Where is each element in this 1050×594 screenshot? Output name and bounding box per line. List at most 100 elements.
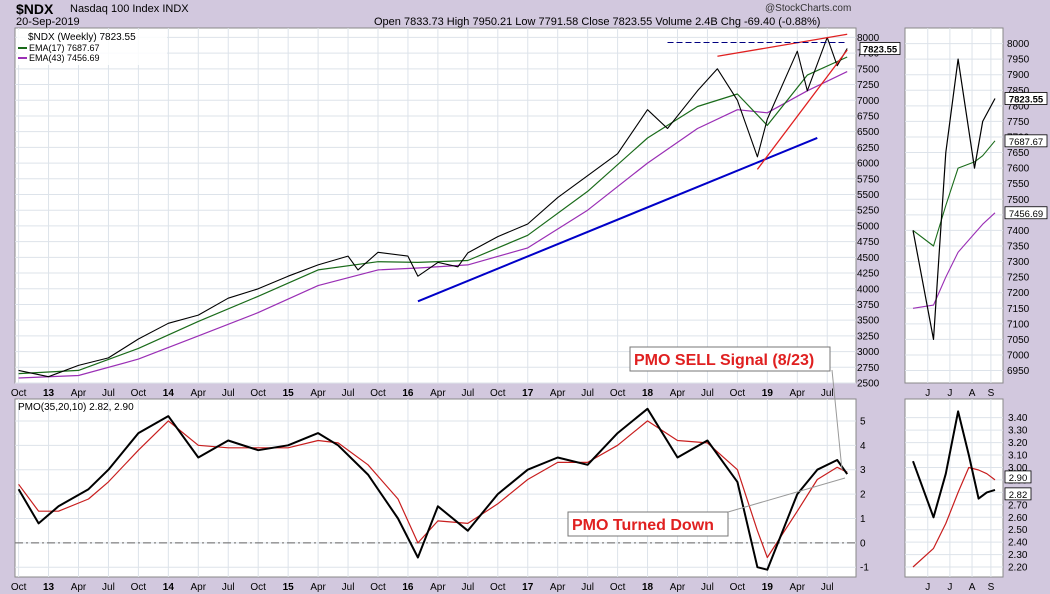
- price-ytick-label: 2750: [857, 363, 880, 374]
- daily-value-label: 7687.67: [1009, 137, 1043, 148]
- daily-ytick-label: 7050: [1007, 335, 1030, 346]
- pmo-xtick-label: Oct: [370, 582, 386, 593]
- daily-ytick-label: 7350: [1007, 241, 1030, 252]
- pmo-xtick-label: Oct: [131, 582, 147, 593]
- pmo-xtick-label: Apr: [71, 582, 87, 593]
- price-ytick-label: 6750: [857, 111, 880, 122]
- daily-ytick-label: 7100: [1007, 319, 1030, 330]
- pmo-xtick-label: Apr: [191, 582, 207, 593]
- price-xtick-label: Jul: [821, 388, 834, 399]
- pmo-xtick-label: Apr: [670, 582, 686, 593]
- legend-price: $NDX (Weekly) 7823.55: [28, 32, 136, 43]
- daily-xtick-label: J: [947, 388, 952, 399]
- pmo-xtick-label: Apr: [790, 582, 806, 593]
- price-ytick-label: 7000: [857, 96, 880, 107]
- daily-pmo-ytick-label: 2.60: [1008, 513, 1028, 524]
- price-xtick-label: Oct: [490, 388, 506, 399]
- pmo-down-callout: PMO Turned Down: [572, 517, 714, 534]
- price-xtick-label: 19: [762, 388, 774, 399]
- price-ytick-label: 6250: [857, 143, 880, 154]
- chart-date: 20-Sep-2019: [16, 16, 80, 28]
- price-line: [18, 36, 848, 378]
- pmo-xtick-label: 17: [522, 582, 534, 593]
- daily-ytick-label: 7500: [1007, 195, 1030, 206]
- price-ytick-label: 3750: [857, 300, 880, 311]
- price-ytick-label: 4250: [857, 269, 880, 280]
- daily-ytick-label: 8000: [1007, 39, 1030, 50]
- price-ytick-label: 5000: [857, 221, 880, 232]
- pmo-xtick-label: Oct: [730, 582, 746, 593]
- price-ytick-label: 8000: [857, 33, 880, 44]
- price-ytick-label: 3250: [857, 331, 880, 342]
- price-xtick-label: Oct: [11, 388, 27, 399]
- price-xtick-label: 16: [402, 388, 414, 399]
- daily-pmo-ytick-label: 2.40: [1008, 538, 1028, 549]
- daily-pmo-value-box: [1004, 470, 1032, 484]
- price-ytick-label: 5500: [857, 190, 880, 201]
- legend-ema17: EMA(17) 7687.67: [29, 43, 100, 53]
- daily-pmo-xtick-label: A: [969, 582, 976, 593]
- price-xtick-label: Oct: [131, 388, 147, 399]
- pmo-sell-callout-box: [629, 346, 831, 372]
- price-xtick-label: 17: [522, 388, 534, 399]
- daily-value-box: [1004, 92, 1048, 105]
- pmo-xtick-label: 15: [283, 582, 295, 593]
- daily-pmo-value-label: 2.82: [1009, 490, 1028, 501]
- pmo-xtick-label: Oct: [490, 582, 506, 593]
- pmo-legend: PMO(35,20,10) 2.82, 2.90: [18, 402, 134, 413]
- trend-line: [756, 49, 848, 170]
- pmo-xtick-label: Oct: [250, 582, 266, 593]
- price-xtick-label: Jul: [222, 388, 235, 399]
- pmo-xtick-label: Jul: [102, 582, 115, 593]
- pmo-xtick-label: 18: [642, 582, 654, 593]
- price-ytick-label: 4500: [857, 253, 880, 264]
- price-xtick-label: Jul: [342, 388, 355, 399]
- chart-labels: 2500275030003250350037504000425045004750…: [11, 30, 1048, 593]
- daily-pmo-ytick-label: 3.20: [1008, 438, 1028, 449]
- daily-ytick-label: 7900: [1007, 70, 1030, 81]
- daily-xtick-label: S: [988, 388, 995, 399]
- pmo-xtick-label: Oct: [11, 582, 27, 593]
- daily-pmo-ytick-label: 2.50: [1008, 525, 1028, 536]
- daily-pmo-ytick-label: 2.70: [1008, 500, 1028, 511]
- pmo-xtick-label: Jul: [821, 582, 834, 593]
- daily-pmo-panel: [904, 398, 1004, 578]
- trend-line: [717, 33, 848, 57]
- price-ytick-label: 6000: [857, 159, 880, 170]
- price-ytick-label: 5750: [857, 174, 880, 185]
- daily-pmo-ytick-label: 3.00: [1008, 463, 1028, 474]
- symbol-title: $NDX: [16, 1, 54, 17]
- daily-pmo-signal-line: [912, 466, 996, 568]
- price-panel: [14, 27, 857, 384]
- daily-ema43-line: [912, 212, 996, 309]
- price-xtick-label: Apr: [550, 388, 566, 399]
- price-xtick-label: Oct: [250, 388, 266, 399]
- daily-pmo-value-label: 2.90: [1009, 473, 1028, 484]
- daily-ytick-label: 7200: [1007, 288, 1030, 299]
- price-xtick-label: 18: [642, 388, 654, 399]
- price-xtick-label: 14: [163, 388, 175, 399]
- daily-pmo-ytick-label: 3.40: [1008, 413, 1028, 424]
- pmo-ytick-label: 4: [860, 441, 866, 452]
- price-ytick-label: 2500: [857, 379, 880, 390]
- pmo-xtick-label: Oct: [610, 582, 626, 593]
- price-xtick-label: Jul: [581, 388, 594, 399]
- pmo-xtick-label: 19: [762, 582, 774, 593]
- pmo-ytick-label: 2: [860, 490, 866, 501]
- pmo-xtick-label: Apr: [550, 582, 566, 593]
- pmo-xtick-label: Apr: [310, 582, 326, 593]
- daily-pmo-ytick-label: 2.30: [1008, 550, 1028, 561]
- daily-value-box: [1004, 134, 1048, 148]
- pmo-ytick-label: 1: [860, 514, 866, 525]
- chart-marks: [17, 33, 996, 571]
- price-ytick-label: 4750: [857, 237, 880, 248]
- pmo-xtick-label: Jul: [342, 582, 355, 593]
- ohlc-readout: Open 7833.73 High 7950.21 Low 7791.58 Cl…: [374, 16, 821, 28]
- daily-value-box: [1004, 206, 1048, 220]
- legend-ema43: EMA(43) 7456.69: [29, 53, 100, 63]
- daily-pmo-ytick-label: 3.30: [1008, 426, 1028, 437]
- daily-ytick-label: 7400: [1007, 226, 1030, 237]
- daily-price-line: [912, 58, 996, 340]
- pmo-ytick-label: 3: [860, 465, 866, 476]
- price-xtick-label: Apr: [790, 388, 806, 399]
